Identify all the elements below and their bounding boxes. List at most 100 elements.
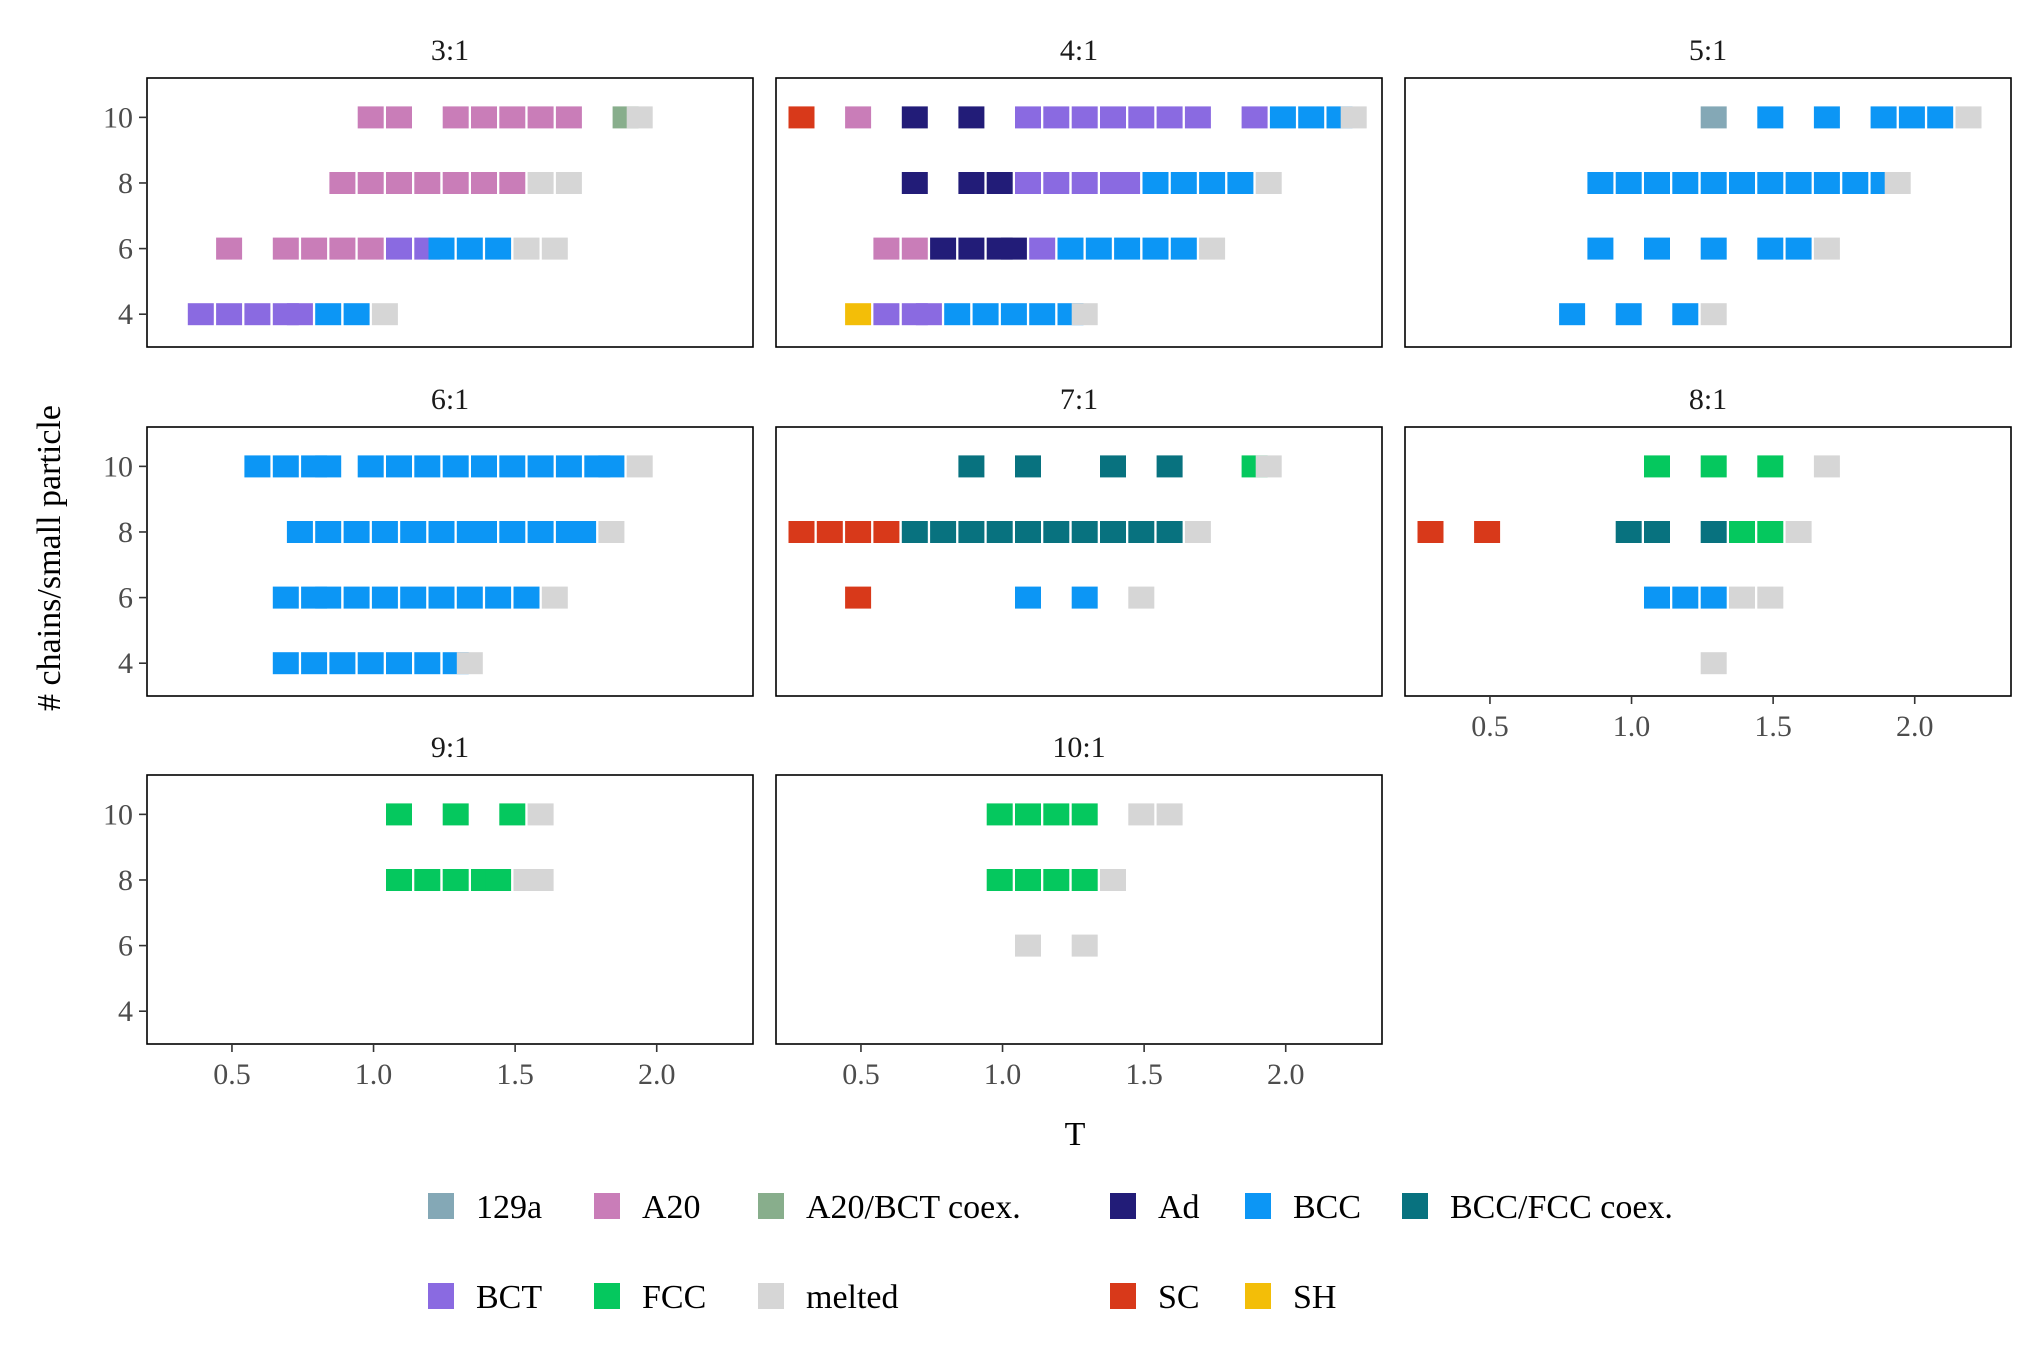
cell-fcc	[986, 869, 1013, 891]
y-tick-label: 10	[103, 101, 133, 134]
cell-bct	[1128, 106, 1155, 129]
cell-bcc	[400, 586, 427, 609]
cell-a20	[357, 172, 384, 194]
y-tick-label: 6	[118, 582, 133, 615]
cell-bcc	[527, 521, 554, 543]
x-tick-label: 0.5	[1471, 710, 1509, 743]
legend-label: A20	[642, 1189, 701, 1226]
y-tick-label: 8	[118, 516, 133, 549]
panel-10-1: 10:1 0.5 1.0 1.5 2.0	[775, 731, 1383, 1091]
legend-swatch	[758, 1283, 784, 1309]
cell-bct	[1029, 237, 1056, 260]
legend-swatch	[1245, 1283, 1271, 1309]
x-tick-label: 1.0	[1613, 710, 1651, 743]
cell-fcc	[485, 869, 512, 891]
cell-bcc	[456, 237, 483, 260]
cell-bcc	[499, 455, 526, 478]
cell-bcc	[499, 521, 526, 543]
cell-bcc	[1559, 303, 1586, 326]
x-tick-label: 1.0	[355, 1058, 393, 1091]
cell-bcc	[570, 521, 597, 543]
legend-label: A20/BCT coex.	[806, 1189, 1021, 1226]
cell-bccfcc	[1071, 521, 1098, 543]
legend-label: BCC/FCC coex.	[1450, 1189, 1673, 1226]
cell-a20	[357, 106, 384, 129]
x-tick-label: 2.0	[1267, 1058, 1305, 1091]
cell-bct	[1156, 106, 1183, 129]
cell-bct	[244, 303, 271, 326]
panel-border	[146, 774, 754, 1045]
panel-border	[1404, 426, 2012, 697]
cell-melted	[513, 237, 540, 260]
cell-bcc	[315, 521, 342, 543]
cell-fcc	[499, 803, 526, 826]
panel-border	[146, 426, 754, 697]
y-tick-label: 8	[118, 864, 133, 897]
legend-swatch	[1245, 1193, 1271, 1219]
x-tick-label: 1.5	[496, 1058, 534, 1091]
cell-bcc	[442, 455, 469, 478]
legend-swatch	[1110, 1283, 1136, 1309]
cell-bcc	[357, 652, 384, 675]
cell-sc	[845, 586, 872, 609]
cell-bccfcc	[1644, 521, 1670, 543]
y-tick-label: 4	[118, 995, 133, 1028]
cell-bcc	[1813, 106, 1840, 129]
x-tick-label: 2.0	[1896, 710, 1934, 743]
cell-melted	[527, 803, 554, 826]
cell-ad	[958, 172, 985, 194]
cell-melted	[1184, 521, 1211, 543]
legend-label: melted	[806, 1279, 899, 1316]
cell-bcc	[1269, 106, 1296, 129]
cell-melted	[1128, 803, 1155, 826]
cell-bcc	[414, 652, 441, 675]
cell-a20	[901, 237, 928, 260]
cell-bcc	[1057, 237, 1084, 260]
cell-sc	[816, 521, 843, 543]
y-tick-label: 6	[118, 233, 133, 266]
panel-4-1: 4:1	[775, 34, 1383, 348]
cell-bcc	[471, 521, 497, 543]
cell-melted	[1813, 237, 1840, 260]
panel-8-1: 8:1 0.5 1.0 1.5 2.0	[1404, 383, 2012, 743]
cell-bcc	[428, 237, 455, 260]
cell-ad	[901, 106, 928, 129]
cell-bcc	[1114, 237, 1141, 260]
cell-a20	[555, 106, 582, 129]
cell-bct	[915, 303, 942, 326]
legend-label: 129a	[476, 1189, 542, 1226]
cell-bct	[1071, 172, 1098, 194]
cell-bcc	[555, 455, 582, 478]
cell-bccfcc	[1128, 521, 1155, 543]
panel-border	[775, 774, 1383, 1045]
legend-item-bccfcc: BCC/FCC coex.	[1402, 1189, 1673, 1226]
cell-bcc	[1085, 237, 1112, 260]
cell-sc	[873, 521, 900, 543]
cell-sc	[1474, 521, 1501, 543]
cell-melted	[1757, 586, 1784, 609]
cell-a20	[386, 172, 412, 194]
cell-melted	[1340, 106, 1367, 129]
cell-bcc	[428, 586, 455, 609]
cell-bcc	[527, 455, 554, 478]
y-tick-label: 10	[103, 450, 133, 483]
cell-bccfcc	[930, 521, 957, 543]
cell-melted	[1071, 934, 1098, 957]
cell-bct	[187, 303, 214, 326]
cell-bcc	[343, 303, 370, 326]
legend-item-bcc: BCC	[1245, 1189, 1361, 1226]
cell-bcc	[1170, 237, 1197, 260]
cell-bcc	[371, 521, 398, 543]
legend-swatch	[428, 1283, 454, 1309]
cell-sc	[1417, 521, 1444, 543]
cell-melted	[1785, 521, 1812, 543]
legend: 129a A20 A20/BCT coex. Ad BCC BCC/FCC coex. BC…	[428, 1189, 1673, 1316]
cell-a20	[329, 237, 356, 260]
cell-ad	[1000, 237, 1027, 260]
cell-melted	[1700, 652, 1727, 675]
panel-title: 9:1	[431, 731, 469, 764]
cell-bcc	[244, 455, 271, 478]
cell-bcc	[513, 586, 540, 609]
cell-bccfcc	[958, 521, 985, 543]
